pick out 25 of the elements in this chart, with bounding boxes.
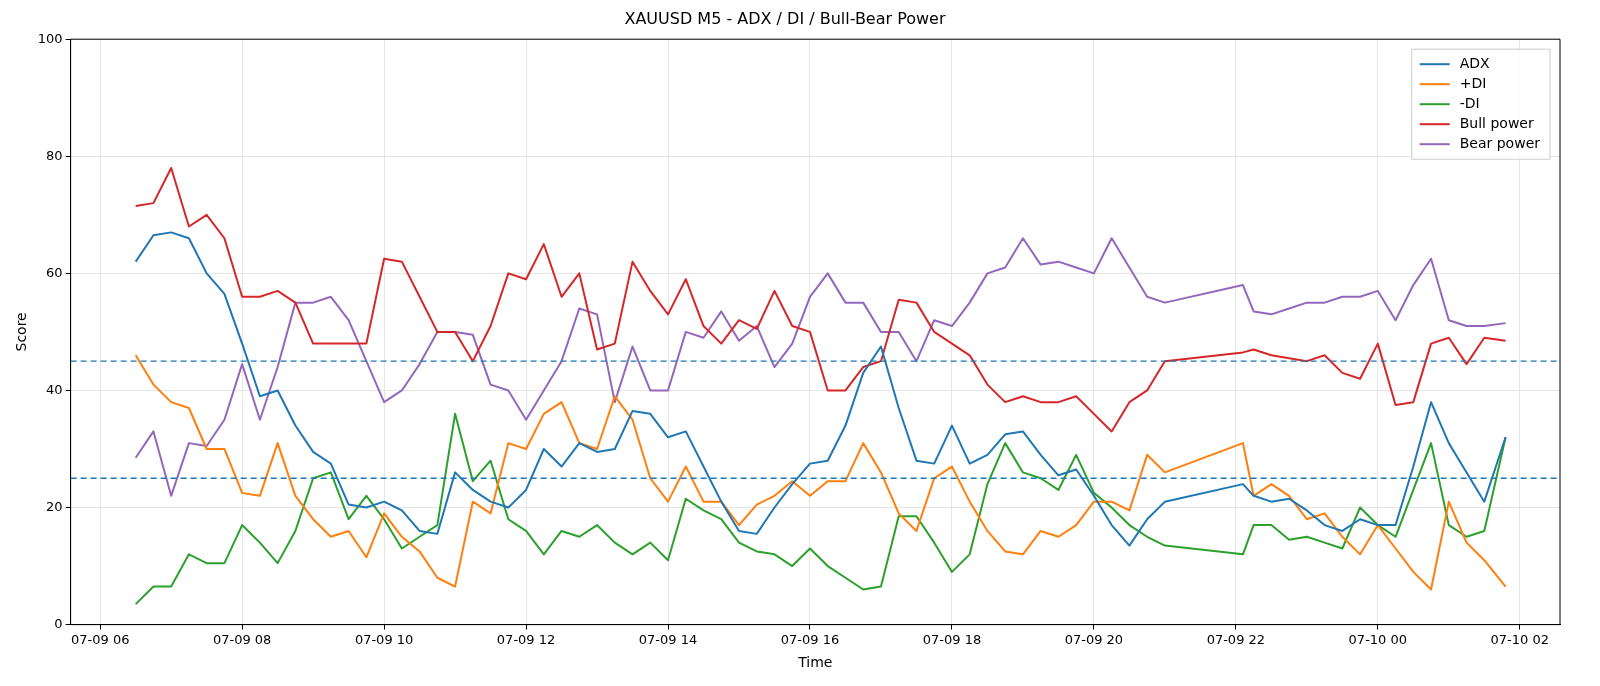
- x-tick-label: 07-09 14: [638, 631, 698, 647]
- x-tick-label: 07-09 18: [922, 631, 982, 647]
- legend-label: +DI: [1459, 74, 1487, 91]
- y-tick-label: 80: [46, 147, 63, 163]
- x-tick-label: 07-09 20: [1064, 631, 1124, 647]
- x-tick-label: 07-09 16: [780, 631, 840, 647]
- x-tick-label: 07-09 08: [212, 631, 272, 647]
- x-tick-label: 07-09 12: [496, 631, 556, 647]
- y-axis-title: Score: [13, 312, 30, 352]
- y-tick-label: 100: [37, 30, 63, 46]
- legend-label: Bear power: [1459, 134, 1541, 151]
- x-tick-label: 07-10 02: [1490, 631, 1549, 647]
- legend-label: ADX: [1459, 54, 1491, 71]
- y-tick-label: 0: [54, 615, 63, 631]
- y-tick-label: 20: [46, 498, 63, 514]
- y-tick-label: 60: [46, 264, 63, 280]
- y-tick-label: 40: [46, 381, 63, 397]
- legend-label: -DI: [1459, 94, 1480, 111]
- x-axis-title: Time: [797, 654, 833, 671]
- x-tick-label: 07-10 00: [1348, 631, 1408, 647]
- x-tick-label: 07-09 06: [70, 631, 130, 647]
- chart-title: XAUUSD M5 - ADX / DI / Bull-Bear Power: [624, 8, 946, 28]
- x-tick-label: 07-09 22: [1206, 631, 1266, 647]
- legend-label: Bull power: [1459, 114, 1534, 131]
- x-tick-label: 07-09 10: [354, 631, 414, 647]
